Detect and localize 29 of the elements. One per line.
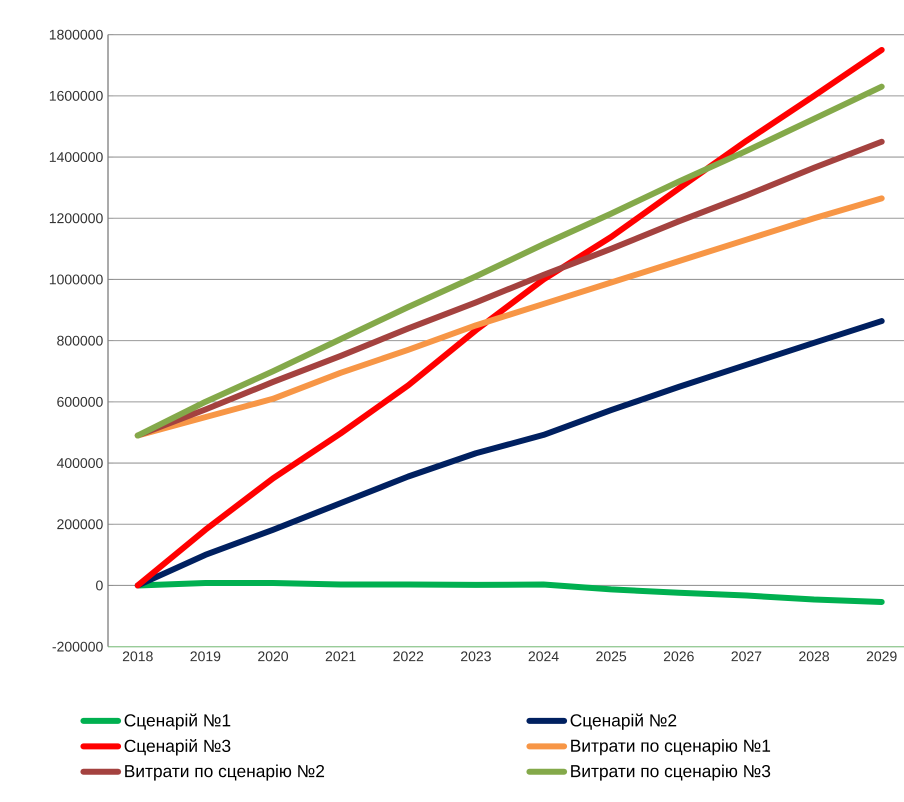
x-tick-label: 2025 xyxy=(596,651,626,662)
y-tick-label: 1000000 xyxy=(50,274,103,284)
x-tick-label: 2020 xyxy=(258,651,288,662)
x-tick-label: 2029 xyxy=(866,651,897,662)
y-tick-label: 1600000 xyxy=(50,90,103,101)
x-tick-label: 2023 xyxy=(461,651,491,662)
y-tick-label: 0 xyxy=(96,580,103,590)
legend-label: Витрати по сценарію №2 xyxy=(125,764,324,781)
x-tick-label: 2026 xyxy=(664,651,694,662)
y-tick-label: 400000 xyxy=(56,458,103,468)
y-tick-label: -200000 xyxy=(52,642,103,652)
legend-label: Сценарій №2 xyxy=(570,713,676,730)
x-tick-label: 2024 xyxy=(528,651,559,662)
y-tick-label: 800000 xyxy=(57,336,103,346)
y-tick-label: 600000 xyxy=(57,396,103,407)
x-tick-label: 2018 xyxy=(122,651,153,662)
legend-label: Сценарій №3 xyxy=(124,738,230,756)
y-tick-label: 1400000 xyxy=(50,152,103,162)
x-tick-label: 2021 xyxy=(326,651,356,662)
legend-label: Витрати по сценарію №3 xyxy=(571,764,770,781)
y-tick-label: 200000 xyxy=(57,519,103,530)
y-tick-label: 1800000 xyxy=(50,30,103,40)
y-tick-label: 1200000 xyxy=(50,213,103,224)
x-tick-label: 2022 xyxy=(393,651,424,662)
x-tick-label: 2027 xyxy=(732,651,762,662)
x-tick-label: 2019 xyxy=(190,651,220,662)
x-tick-label: 2028 xyxy=(799,651,830,662)
legend-label: Сценарій №1 xyxy=(124,713,230,730)
legend-label: Витрати по сценарію №1 xyxy=(571,739,770,756)
